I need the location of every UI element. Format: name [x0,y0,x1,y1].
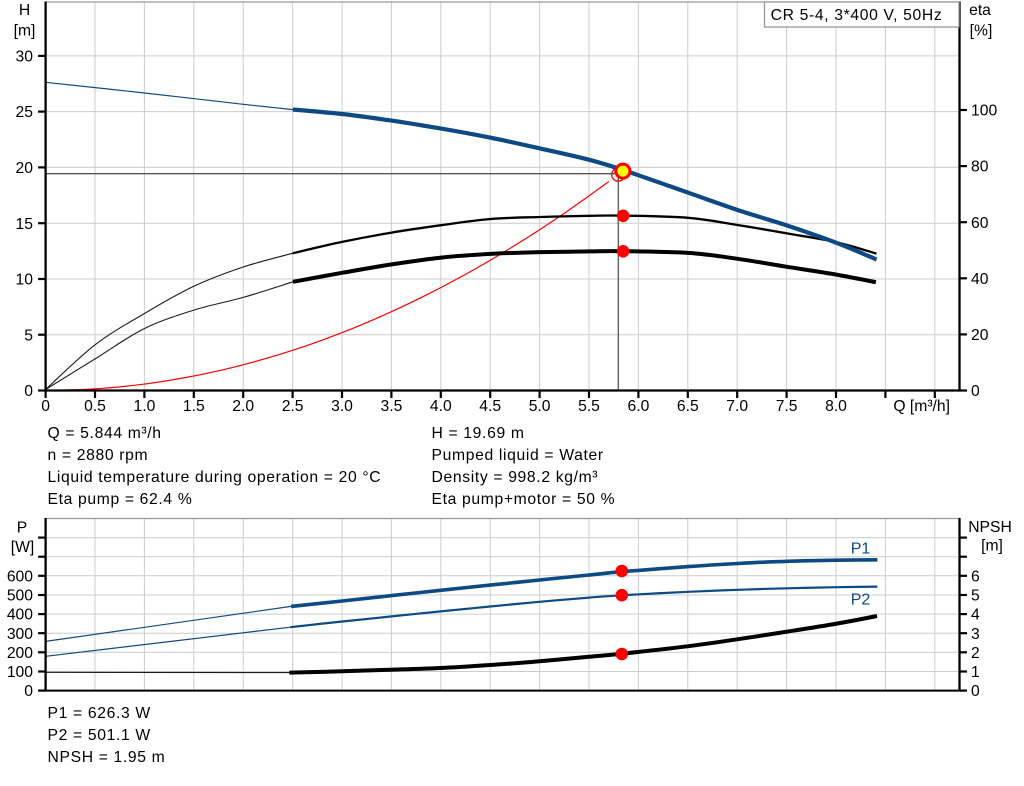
svg-text:3: 3 [971,626,980,643]
svg-text:6: 6 [971,568,980,585]
svg-text:15: 15 [16,216,34,233]
svg-text:P2: P2 [851,592,871,609]
svg-text:10: 10 [16,272,34,289]
svg-text:30: 30 [16,49,34,66]
svg-text:1.0: 1.0 [133,398,155,415]
svg-text:P1 = 626.3 W: P1 = 626.3 W [48,705,151,722]
svg-text:60: 60 [971,215,989,232]
svg-text:0: 0 [971,383,980,400]
svg-text:0: 0 [41,398,50,415]
svg-text:H = 19.69 m: H = 19.69 m [432,425,525,442]
svg-text:7.0: 7.0 [726,398,748,415]
svg-text:5.5: 5.5 [578,398,600,415]
svg-text:P2 = 501.1 W: P2 = 501.1 W [48,727,151,744]
svg-text:0: 0 [971,683,980,700]
svg-text:Eta pump = 62.4 %: Eta pump = 62.4 % [48,491,193,508]
svg-text:500: 500 [7,588,33,605]
svg-text:6.5: 6.5 [677,398,699,415]
svg-text:0: 0 [24,683,33,700]
svg-text:300: 300 [7,626,33,643]
svg-text:2.5: 2.5 [282,398,304,415]
svg-text:1.5: 1.5 [183,398,205,415]
svg-text:2.0: 2.0 [232,398,254,415]
svg-text:0: 0 [24,383,33,400]
svg-text:7.5: 7.5 [776,398,798,415]
svg-text:100: 100 [7,664,33,681]
svg-text:2: 2 [971,645,980,662]
svg-text:100: 100 [971,103,997,120]
svg-text:1: 1 [971,664,980,681]
svg-text:20: 20 [16,160,34,177]
svg-text:Density = 998.2 kg/m³: Density = 998.2 kg/m³ [432,469,599,486]
svg-text:H: H [19,2,30,19]
svg-text:200: 200 [7,645,33,662]
svg-text:NPSH: NPSH [968,519,1012,536]
svg-text:Q [m³/h]: Q [m³/h] [893,398,950,415]
svg-text:P: P [17,520,27,537]
svg-text:25: 25 [16,104,34,121]
svg-text:3.0: 3.0 [331,398,353,415]
svg-text:eta: eta [969,2,991,19]
svg-text:Liquid temperature during oper: Liquid temperature during operation = 20… [48,469,382,486]
svg-text:600: 600 [7,568,33,585]
svg-text:5: 5 [971,588,980,605]
svg-text:Q = 5.844 m³/h: Q = 5.844 m³/h [48,425,162,442]
svg-text:P1: P1 [851,541,871,558]
svg-text:CR 5-4, 3*400 V, 50Hz: CR 5-4, 3*400 V, 50Hz [771,7,943,24]
svg-text:Pumped liquid = Water: Pumped liquid = Water [432,447,604,464]
svg-text:[%]: [%] [970,23,993,40]
svg-text:4.5: 4.5 [479,398,501,415]
svg-text:[m]: [m] [981,538,1003,555]
svg-text:5.0: 5.0 [529,398,551,415]
svg-text:[m]: [m] [14,23,36,40]
svg-text:Eta pump+motor = 50 %: Eta pump+motor = 50 % [432,491,616,508]
svg-text:5: 5 [24,327,33,344]
svg-text:4: 4 [971,607,980,624]
svg-text:[W]: [W] [11,539,35,556]
svg-text:6.0: 6.0 [627,398,649,415]
svg-text:8.0: 8.0 [825,398,847,415]
svg-text:n = 2880 rpm: n = 2880 rpm [48,447,149,464]
svg-text:4.0: 4.0 [430,398,452,415]
svg-text:3.5: 3.5 [380,398,402,415]
svg-text:80: 80 [971,159,989,176]
svg-text:400: 400 [7,607,33,624]
svg-text:0.5: 0.5 [84,398,106,415]
svg-text:40: 40 [971,271,989,288]
svg-text:20: 20 [971,327,989,344]
svg-text:NPSH = 1.95 m: NPSH = 1.95 m [48,749,166,766]
